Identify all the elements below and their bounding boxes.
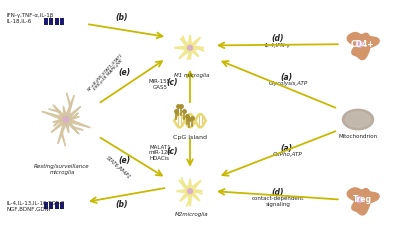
Polygon shape	[52, 118, 67, 132]
Text: MALAT1
miR-124
HDACis: MALAT1 miR-124 HDACis	[148, 145, 172, 161]
Polygon shape	[197, 190, 202, 194]
Polygon shape	[58, 119, 68, 143]
Polygon shape	[347, 33, 379, 60]
Polygon shape	[180, 190, 192, 201]
Polygon shape	[64, 119, 69, 132]
Polygon shape	[175, 46, 190, 50]
Polygon shape	[182, 36, 185, 43]
Polygon shape	[188, 179, 192, 191]
Text: (c): (c)	[166, 147, 178, 156]
Text: OxPho,ATP: OxPho,ATP	[273, 152, 303, 157]
Polygon shape	[186, 200, 191, 206]
Polygon shape	[187, 55, 191, 60]
Text: (d): (d)	[272, 34, 284, 43]
Polygon shape	[42, 111, 66, 121]
Ellipse shape	[356, 41, 363, 47]
Text: Treg: Treg	[352, 195, 372, 204]
Text: STAT6,PP4P1: STAT6,PP4P1	[105, 155, 131, 180]
Polygon shape	[188, 180, 201, 193]
Polygon shape	[179, 180, 192, 193]
Polygon shape	[63, 107, 68, 120]
Polygon shape	[61, 132, 66, 146]
Polygon shape	[65, 107, 80, 121]
Polygon shape	[188, 190, 200, 201]
Polygon shape	[181, 177, 184, 185]
Text: (a): (a)	[280, 144, 292, 153]
Polygon shape	[180, 38, 192, 49]
Text: M1 microglia: M1 microglia	[174, 73, 209, 78]
Ellipse shape	[346, 112, 370, 127]
Text: CpG Island: CpG Island	[173, 135, 207, 140]
Text: (e): (e)	[118, 156, 130, 165]
Polygon shape	[177, 189, 190, 193]
Text: contact-dependent
signaling: contact-dependent signaling	[252, 196, 304, 207]
Text: MiR-155
GAS5: MiR-155 GAS5	[149, 79, 171, 90]
Polygon shape	[198, 47, 204, 51]
Polygon shape	[73, 113, 78, 119]
Text: Mitochondrion: Mitochondrion	[338, 134, 378, 139]
Ellipse shape	[186, 187, 194, 196]
Polygon shape	[188, 36, 192, 48]
Polygon shape	[188, 38, 200, 49]
Text: (b): (b)	[116, 13, 128, 22]
Ellipse shape	[356, 196, 363, 203]
Text: (a): (a)	[280, 73, 292, 82]
Polygon shape	[72, 127, 83, 130]
Polygon shape	[347, 188, 379, 215]
Polygon shape	[66, 117, 79, 121]
Ellipse shape	[188, 45, 192, 50]
Text: Resting/surveillance
microglia: Resting/surveillance microglia	[34, 164, 90, 174]
Ellipse shape	[61, 115, 71, 124]
Polygon shape	[66, 118, 90, 128]
Ellipse shape	[63, 117, 69, 122]
Polygon shape	[188, 191, 192, 206]
Text: Glycolysis,ATP: Glycolysis,ATP	[268, 81, 308, 86]
Polygon shape	[190, 46, 203, 50]
Polygon shape	[53, 105, 67, 121]
Text: (b): (b)	[116, 200, 128, 209]
Polygon shape	[188, 46, 198, 56]
Polygon shape	[66, 93, 71, 107]
Text: NF-κB,JNK,STAT1,STAT1
ERK,p38 MAPK,JNK: NF-κB,JNK,STAT1,STAT1 ERK,p38 MAPK,JNK	[86, 52, 127, 95]
Polygon shape	[64, 96, 74, 120]
Text: (e): (e)	[118, 68, 130, 77]
Text: (c): (c)	[166, 78, 178, 87]
Polygon shape	[54, 120, 59, 126]
Text: M2microglia: M2microglia	[174, 212, 208, 217]
Polygon shape	[190, 189, 202, 193]
Polygon shape	[188, 48, 192, 59]
Polygon shape	[53, 118, 66, 122]
Text: IFN-γ,TNF-α,IL-1β
IL-18,IL-6: IFN-γ,TNF-α,IL-1β IL-18,IL-6	[7, 13, 54, 24]
Polygon shape	[65, 118, 79, 134]
Polygon shape	[49, 109, 60, 112]
Text: IL-4,IL-13,IL-10,TGF-β
NGF,BDNF,GDNF: IL-4,IL-13,IL-10,TGF-β NGF,BDNF,GDNF	[7, 201, 65, 212]
Text: CD4+: CD4+	[350, 40, 374, 49]
Ellipse shape	[186, 43, 194, 52]
Ellipse shape	[188, 189, 192, 194]
Text: (d): (d)	[272, 188, 284, 197]
Polygon shape	[179, 46, 192, 59]
Text: IL-4,IFN-γ: IL-4,IFN-γ	[265, 43, 291, 49]
Ellipse shape	[342, 109, 374, 130]
